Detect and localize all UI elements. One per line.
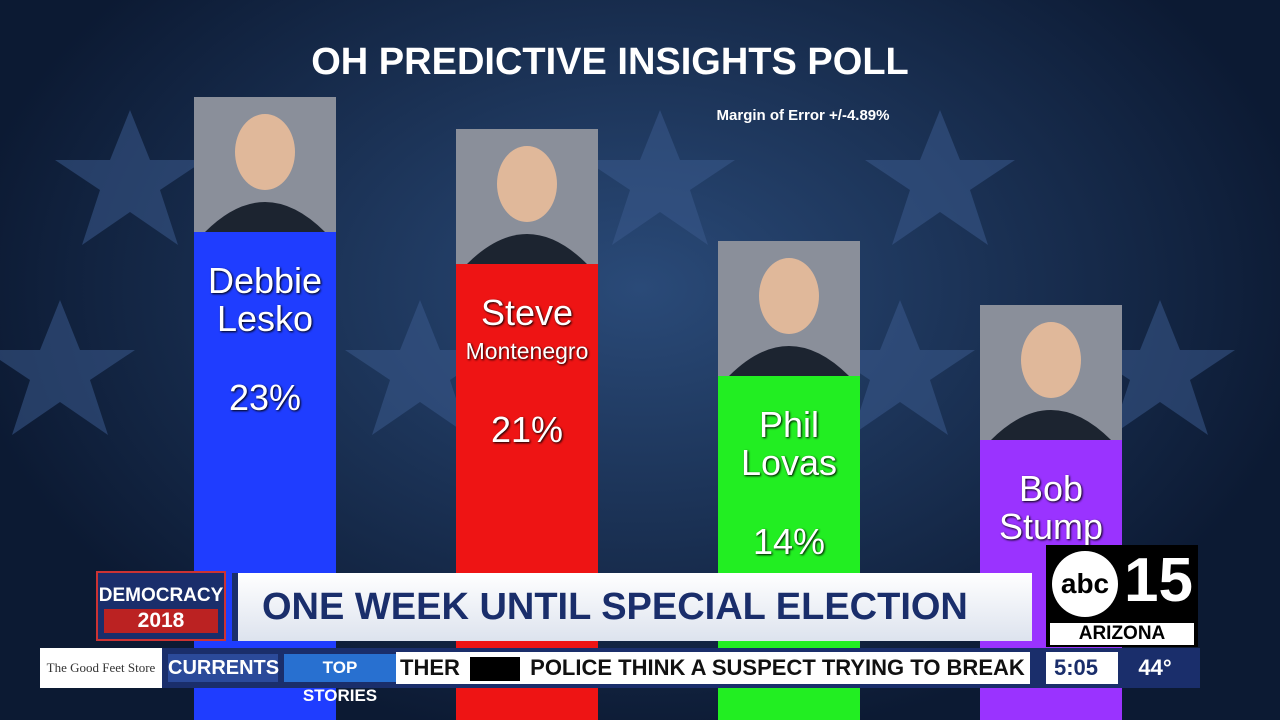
- candidate-photo: [718, 241, 860, 376]
- candidate-photo: [194, 97, 336, 232]
- democracy-tag: DEMOCRACY 2018: [96, 571, 226, 641]
- photo-part: [205, 202, 325, 232]
- temperature: 44°: [1118, 652, 1192, 684]
- region: ARIZONA: [1050, 623, 1194, 645]
- candidate-name: Steve Montenegro: [465, 292, 589, 365]
- candidate-photo: [456, 129, 598, 264]
- photo-part: [497, 146, 557, 222]
- photo-part: [759, 258, 819, 334]
- section: CURRENTS: [168, 654, 279, 682]
- story: POLICE THINK A SUSPECT TRYING TO BREAK I…: [530, 655, 1030, 680]
- ticker-story: THER POLICE THINK A SUSPECT TRYING TO BR…: [396, 652, 1030, 684]
- photo-part: [1021, 322, 1081, 398]
- photo-part: [235, 114, 295, 190]
- time-temp: 5:05 44°: [1046, 652, 1192, 684]
- ticker-logo: [470, 657, 521, 682]
- tag-top: DEMOCRACY: [98, 585, 224, 606]
- station-logo: abc 15 ARIZONA: [1046, 545, 1198, 647]
- photo-part: [729, 346, 849, 376]
- tag-bottom: 2018: [104, 609, 218, 633]
- chart-title: OH PREDICTIVE INSIGHTS POLL: [311, 41, 909, 83]
- sponsor: The Good Feet Store: [40, 648, 162, 688]
- photo-part: [991, 410, 1111, 440]
- value-label: 23%: [228, 377, 302, 418]
- value-label: 21%: [490, 409, 564, 450]
- candidate-name: Phil Lovas: [740, 404, 838, 483]
- story-tail: THER: [400, 655, 460, 680]
- photo-part: [467, 234, 587, 264]
- candidate-name: Debbie Lesko: [207, 260, 323, 339]
- network-logo: abc: [1052, 551, 1118, 617]
- candidate-photo: [980, 305, 1122, 440]
- channel: 15: [1124, 546, 1193, 615]
- value-label: 14%: [752, 521, 826, 562]
- candidate-name: Bob Stump: [998, 468, 1104, 547]
- time: 5:05: [1054, 655, 1099, 680]
- chart-subtitle: Margin of Error +/-4.89%: [717, 107, 890, 124]
- ticker-bar: The Good Feet Store CURRENTS TOP STORIES…: [40, 648, 1200, 705]
- ticker-tab: TOP STORIES: [284, 654, 396, 705]
- star-background: [0, 110, 1235, 435]
- bar: [456, 264, 598, 720]
- headline: ONE WEEK UNTIL SPECIAL ELECTION: [232, 573, 1032, 641]
